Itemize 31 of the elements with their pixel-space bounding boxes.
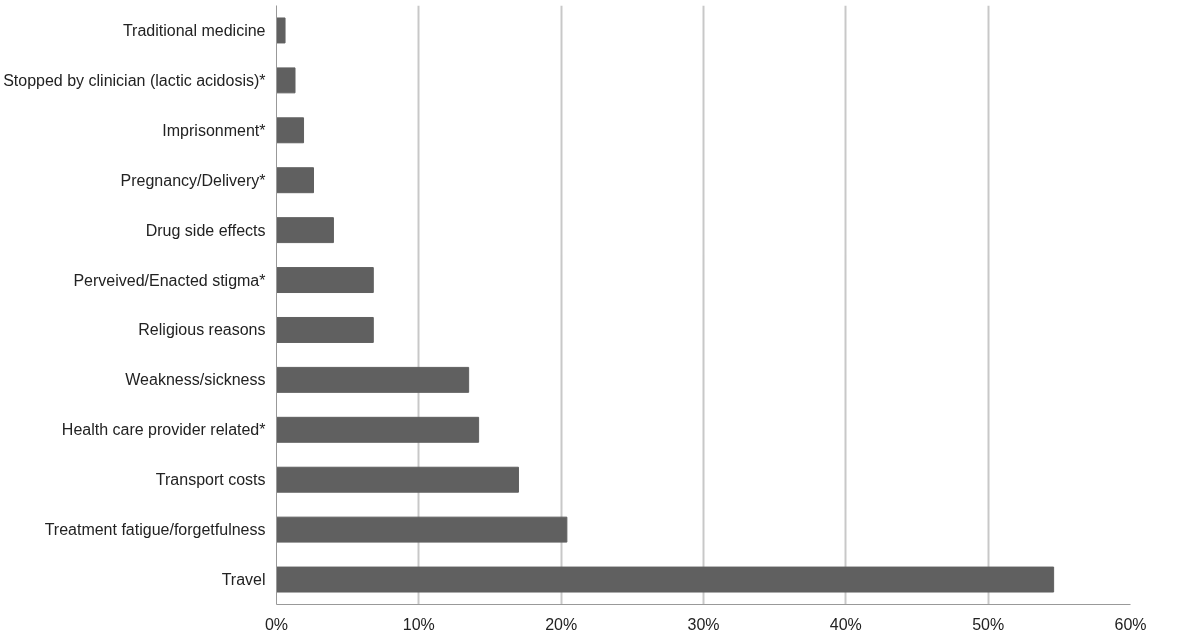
y-tick-label: Perveived/Enacted stigma*	[73, 271, 266, 289]
bar	[276, 167, 315, 194]
bar	[276, 117, 305, 144]
x-tick-label: 60%	[1114, 615, 1147, 633]
y-tick-label: Imprisonment*	[162, 121, 266, 139]
bar	[276, 217, 334, 244]
bar	[276, 416, 480, 443]
bar	[276, 566, 1055, 593]
y-tick-label: Health care provider related*	[61, 421, 266, 439]
bar	[276, 67, 296, 94]
y-tick-label: Traditional medicine	[122, 21, 266, 39]
x-tick-label: 30%	[687, 615, 720, 633]
y-tick-label: Stopped by clinician (lactic acidosis)*	[3, 71, 266, 89]
bar	[276, 267, 374, 294]
bar	[276, 17, 286, 44]
x-tick-label: 10%	[402, 615, 435, 633]
y-tick-label: Travel	[221, 571, 266, 589]
x-tick-label: 50%	[972, 615, 1005, 633]
y-tick-label: Treatment fatigue/forgetfulness	[44, 521, 266, 539]
bar	[276, 466, 519, 493]
y-tick-label: Pregnancy/Delivery*	[120, 171, 266, 189]
bar	[276, 366, 470, 393]
x-tick-label: 40%	[829, 615, 862, 633]
x-tick-label: 0%	[264, 615, 289, 633]
y-tick-label: Drug side effects	[145, 221, 266, 239]
x-tick-label: 20%	[545, 615, 578, 633]
bar	[276, 316, 374, 343]
y-tick-label: Religious reasons	[138, 321, 266, 339]
bar	[276, 516, 568, 543]
y-tick-label: Weakness/sickness	[125, 371, 266, 389]
y-tick-label: Transport costs	[155, 471, 266, 489]
